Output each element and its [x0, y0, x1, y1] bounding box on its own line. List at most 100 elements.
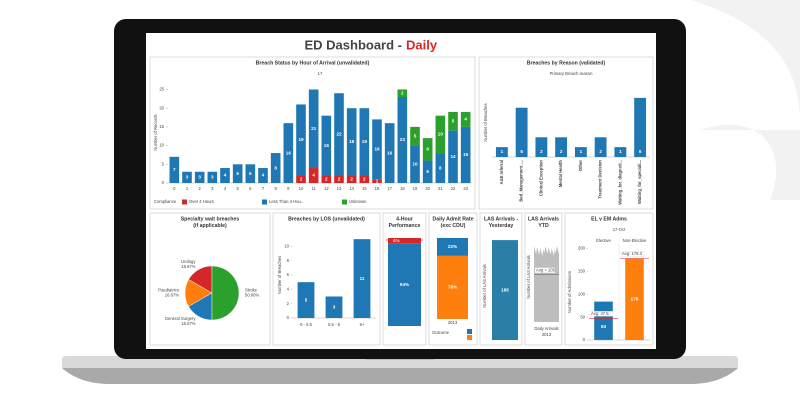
data-label: 22%: [448, 244, 457, 249]
bar-segment: [372, 119, 382, 180]
x-tick-label: Mental Health: [558, 160, 563, 188]
panel-title: Specialty wait breaches: [181, 216, 240, 222]
bar-segment: [359, 108, 370, 176]
slice-value-label: 16.67%: [181, 264, 195, 269]
bar-segment: [460, 126, 471, 183]
data-label: 5: [452, 118, 455, 123]
x-tick-label: 0: [173, 186, 176, 191]
x-tick-label: 8: [274, 186, 277, 191]
bar: [634, 97, 647, 157]
dashboard-title-highlight: Daily: [406, 37, 438, 52]
data-label: 2: [300, 176, 303, 181]
data-label: 10: [412, 162, 418, 167]
legend-label: Unknown: [349, 199, 367, 204]
bar: [492, 240, 518, 340]
panel-title: EL v EM Adms: [591, 216, 627, 222]
x-tick-label: 12: [324, 186, 329, 191]
x-tick-label: Waiting_for_diagnsti...: [617, 160, 622, 205]
data-label: 5: [305, 297, 308, 302]
y-tick-label: 0: [583, 337, 586, 342]
bar-segment: [359, 175, 370, 183]
legend-swatch: [467, 329, 472, 334]
y-tick-label: 4: [287, 286, 290, 291]
panel-title: LAS Arrivals: [528, 216, 559, 222]
reference-label-bg: [589, 311, 614, 317]
data-label: 1: [501, 149, 504, 154]
subtitle: Primary Breach reason: [550, 71, 593, 76]
bar-segment: [334, 93, 344, 176]
y-tick-label: 10: [284, 243, 289, 248]
x-tick-label: 15: [362, 186, 367, 191]
data-label: 18: [349, 139, 355, 144]
x-axis-label: Daily Arrivals: [534, 326, 558, 331]
panel-title: Breach Status by Hour of Arrival (unvali…: [256, 60, 370, 66]
x-tick-label: 11: [311, 186, 316, 191]
legend-swatch: [467, 335, 472, 340]
data-label: 22: [336, 132, 342, 137]
panel-title: Yesterday: [489, 223, 514, 229]
x-tick-label: 22: [451, 186, 456, 191]
x-axis-label: 2013: [542, 332, 552, 337]
data-label: 19: [298, 137, 304, 142]
panel-title: LAS Arrivals -: [484, 216, 518, 222]
x-tick-label: Waiting_for_speciali...: [637, 160, 642, 204]
x-tick-label: 20: [425, 186, 430, 191]
x-tick-label: 5: [236, 186, 239, 191]
y-tick-label: 15: [159, 124, 164, 129]
legend-label: Over 4 Hours: [189, 199, 214, 204]
x-tick-label: 2013: [448, 320, 458, 325]
y-axis-label: Number of Admissions: [567, 271, 572, 313]
data-label: 6: [426, 147, 429, 152]
slice-value-label: 16.67%: [181, 321, 195, 326]
bar-segment: [437, 238, 468, 256]
bar-segment: [372, 179, 382, 183]
data-label: 2: [325, 176, 328, 181]
data-label: 4: [262, 173, 265, 178]
reference-label-bg: [620, 251, 645, 257]
reference-label: Avg: 178.3: [622, 251, 643, 256]
bar-segment: [296, 104, 306, 176]
x-tick-label: 7: [262, 186, 265, 191]
bar: [555, 137, 568, 157]
subtitle: 17-Oct: [613, 227, 626, 232]
bar-segment: [169, 156, 180, 183]
x-tick-label: 23: [463, 186, 468, 191]
legend-swatch: [342, 199, 347, 205]
x-tick-label: 6+: [360, 322, 365, 327]
bar: [614, 147, 627, 157]
data-label: 5: [520, 149, 523, 154]
data-label: 5: [236, 171, 239, 176]
bar-segment: [258, 168, 268, 183]
data-label: 3: [211, 175, 214, 180]
legend-title: Outcome: [432, 330, 450, 335]
y-tick-label: 200: [578, 246, 586, 251]
y-axis-label: Number of Breaches: [277, 256, 282, 294]
data-label: 2: [401, 90, 404, 95]
data-label: 8: [439, 165, 442, 170]
data-label: 4: [312, 173, 315, 178]
x-tick-label: 17: [387, 186, 392, 191]
panel-title: Breaches by Reason (validated): [527, 60, 606, 66]
data-label: 4: [224, 173, 227, 178]
data-label: 78%: [448, 285, 457, 290]
data-label: 2: [363, 176, 366, 181]
x-tick-label: 18: [400, 186, 405, 191]
y-axis-label: Number of LAS Arrivals: [482, 264, 487, 308]
area-shape: [534, 246, 559, 322]
bar: [535, 137, 548, 157]
laptop-base-edge: [62, 368, 738, 384]
x-tick-label: 13: [337, 186, 342, 191]
bar: [297, 282, 315, 318]
y-axis-label: Number of Breaches: [483, 103, 488, 141]
x-tick-label: Treatment Decision: [598, 160, 603, 199]
bar: [515, 107, 528, 157]
bar-segment: [194, 171, 205, 183]
data-label: 14: [450, 154, 456, 159]
y-axis-label: Number of Records: [153, 114, 158, 150]
data-label: 10: [438, 132, 444, 137]
column-header: Non-Elective: [623, 238, 647, 243]
panel-title: 4-Hour: [396, 216, 413, 222]
x-tick-label: 6: [249, 186, 252, 191]
bar-segment: [448, 130, 458, 183]
x-tick-label: 2: [198, 186, 201, 191]
